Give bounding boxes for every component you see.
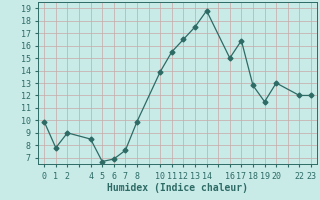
X-axis label: Humidex (Indice chaleur): Humidex (Indice chaleur)	[107, 183, 248, 193]
